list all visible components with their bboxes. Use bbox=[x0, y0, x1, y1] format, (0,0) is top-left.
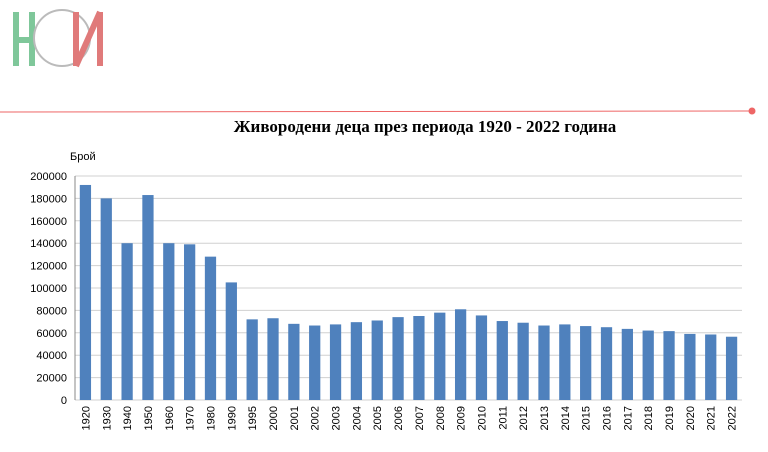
bar bbox=[371, 320, 383, 400]
bar bbox=[517, 322, 529, 400]
logo bbox=[13, 9, 103, 68]
x-tick-label: 2016 bbox=[602, 406, 614, 430]
bar bbox=[350, 322, 363, 400]
bar bbox=[288, 323, 300, 400]
y-tick-label: 160000 bbox=[30, 216, 67, 228]
x-tick-label: 1940 bbox=[122, 406, 134, 430]
chart-title: Живородени деца през периода 1920 - 2022… bbox=[234, 117, 617, 136]
y-tick-label: 0 bbox=[61, 395, 67, 407]
y-tick-label: 180000 bbox=[30, 193, 67, 205]
bar bbox=[684, 333, 696, 400]
x-tick-label: 2001 bbox=[289, 406, 301, 430]
bar bbox=[100, 198, 112, 400]
x-tick-label: 2005 bbox=[372, 406, 384, 430]
x-tick-label: 2017 bbox=[622, 406, 634, 430]
bar bbox=[559, 324, 571, 400]
bar bbox=[454, 309, 467, 400]
bar bbox=[663, 331, 675, 400]
x-tick-label: 2011 bbox=[497, 406, 509, 430]
bar bbox=[184, 244, 196, 400]
x-tick-label: 2004 bbox=[351, 406, 363, 430]
y-tick-label: 80000 bbox=[36, 305, 67, 317]
x-tick-label: 1970 bbox=[185, 406, 197, 430]
bar bbox=[725, 336, 738, 400]
x-tick-label: 2018 bbox=[643, 406, 655, 430]
x-tick-label: 2007 bbox=[414, 406, 426, 430]
bar bbox=[538, 325, 550, 400]
x-tick-label: 2020 bbox=[685, 406, 697, 430]
x-tick-label: 2012 bbox=[518, 406, 530, 430]
x-tick-label: 2000 bbox=[268, 406, 280, 430]
x-tick-label: 1920 bbox=[80, 406, 92, 430]
y-tick-label: 100000 bbox=[30, 283, 67, 295]
x-tick-label: 2022 bbox=[727, 406, 739, 430]
x-tick-label: 2008 bbox=[435, 406, 447, 430]
x-tick-label: 2003 bbox=[331, 406, 343, 430]
header-rule bbox=[0, 110, 753, 113]
bar bbox=[142, 195, 154, 400]
y-tick-label: 40000 bbox=[36, 350, 67, 362]
x-tick-label: 1995 bbox=[247, 406, 259, 430]
bar bbox=[163, 243, 175, 400]
x-tick-label: 1990 bbox=[226, 406, 238, 430]
bar bbox=[225, 282, 237, 400]
bar bbox=[309, 325, 321, 400]
x-tick-label: 2013 bbox=[539, 406, 551, 430]
bar bbox=[413, 316, 425, 400]
bar bbox=[204, 256, 217, 400]
bar bbox=[600, 327, 613, 400]
bar bbox=[621, 328, 633, 400]
x-tick-label: 2019 bbox=[664, 406, 676, 430]
x-tick-label: 2002 bbox=[310, 406, 322, 430]
x-tick-label: 1930 bbox=[101, 406, 113, 430]
x-tick-label: 2009 bbox=[456, 406, 468, 430]
y-tick-label: 120000 bbox=[30, 261, 67, 273]
x-tick-label: 2006 bbox=[393, 406, 405, 430]
bar bbox=[434, 312, 446, 400]
y-tick-label: 60000 bbox=[36, 328, 67, 340]
bar bbox=[79, 184, 92, 400]
x-tick-label: 2021 bbox=[706, 406, 718, 430]
bar bbox=[642, 330, 654, 400]
bar bbox=[705, 334, 717, 400]
x-tick-label: 2015 bbox=[581, 406, 593, 430]
y-tick-label: 140000 bbox=[30, 238, 67, 250]
y-axis-label: Брой bbox=[70, 151, 96, 163]
bar bbox=[580, 326, 592, 400]
bar bbox=[329, 324, 342, 400]
bar bbox=[496, 321, 508, 400]
x-tick-label: 2014 bbox=[560, 406, 572, 430]
x-tick-label: 1980 bbox=[205, 406, 217, 430]
x-tick-label: 2010 bbox=[476, 406, 488, 430]
y-tick-label: 200000 bbox=[30, 171, 67, 183]
y-tick-label: 20000 bbox=[36, 373, 67, 385]
bar bbox=[121, 243, 133, 400]
rule-dot bbox=[748, 107, 756, 115]
bar bbox=[392, 317, 404, 400]
bar bbox=[267, 318, 279, 400]
bar bbox=[246, 319, 258, 400]
bar bbox=[475, 315, 488, 400]
x-tick-label: 1960 bbox=[164, 406, 176, 430]
x-tick-label: 1950 bbox=[143, 406, 155, 430]
